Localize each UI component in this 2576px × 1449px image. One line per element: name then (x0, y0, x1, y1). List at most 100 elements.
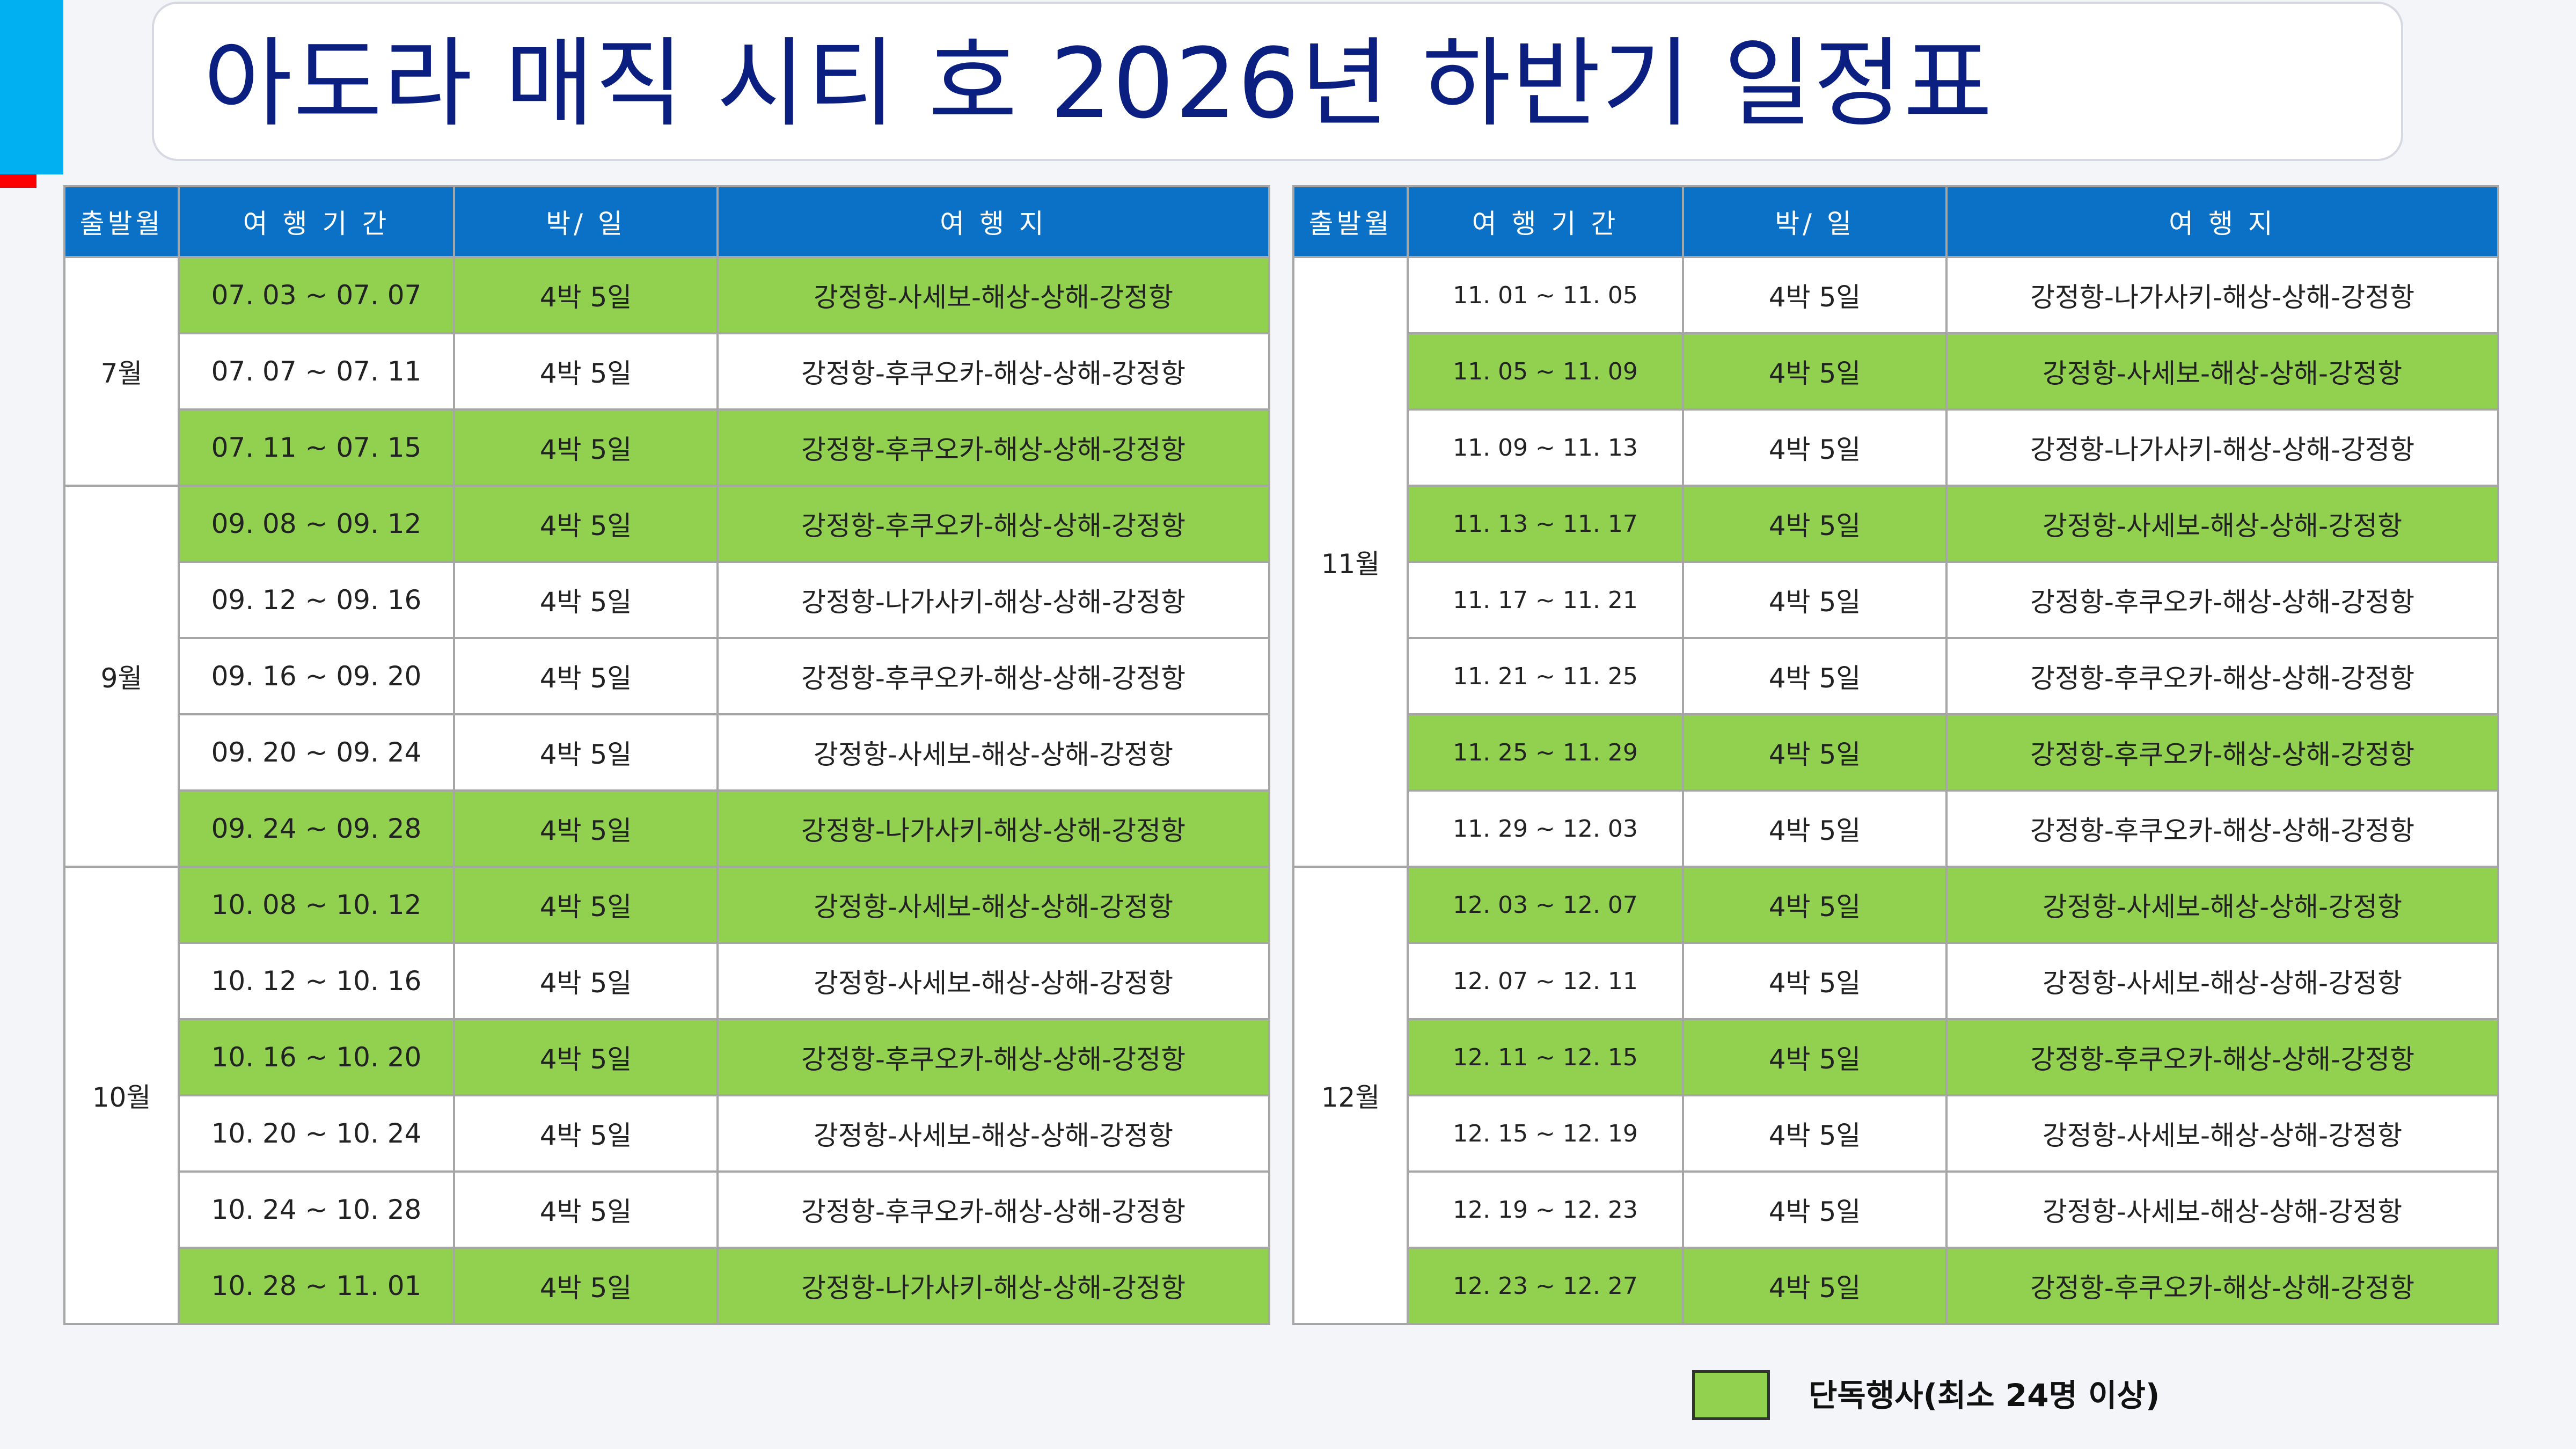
period-cell: 09. 12 ~ 09. 16 (178, 561, 455, 639)
table-row: 10. 24 ~ 10. 28 4박 5일 강정항-후쿠오카-해상-상해-강정항 (64, 1170, 1270, 1249)
nights-cell: 4박 5일 (1682, 1170, 1948, 1249)
nights-cell: 4박 5일 (1682, 713, 1948, 792)
nights-cell: 4박 5일 (1682, 1018, 1948, 1096)
table-row: 09. 12 ~ 09. 16 4박 5일 강정항-나가사키-해상-상해-강정항 (64, 561, 1270, 639)
period-cell: 10. 12 ~ 10. 16 (178, 942, 455, 1020)
header-period: 여 행 기 간 (1407, 185, 1684, 258)
nights-cell: 4박 5일 (1682, 561, 1948, 639)
itinerary-cell: 강정항-후쿠오카-해상-상해-강정항 (1945, 713, 2499, 792)
table-row: 10. 16 ~ 10. 20 4박 5일 강정항-후쿠오카-해상-상해-강정항 (64, 1018, 1270, 1096)
header-row: 출발월 여 행 기 간 박/ 일 여 행 지 (63, 185, 1270, 258)
nights-cell: 4박 5일 (453, 1018, 719, 1096)
period-cell: 07. 11 ~ 07. 15 (178, 408, 455, 487)
table-row: 11. 29 ~ 12. 03 4박 5일 강정항-후쿠오카-해상-상해-강정항 (1293, 789, 2499, 868)
itinerary-cell: 강정항-후쿠오카-해상-상해-강정항 (716, 408, 1270, 487)
table-row: 10월 10. 08 ~ 10. 12 4박 5일 강정항-사세보-해상-상해-강정항 (63, 866, 1270, 1325)
period-cell: 11. 13 ~ 11. 17 (1407, 485, 1684, 563)
table-row: 09. 16 ~ 09. 20 4박 5일 강정항-후쿠오카-해상-상해-강정항 (64, 637, 1270, 715)
table-row: 11월 11. 01 ~ 11. 05 4박 5일 강정항-나가사키-해상-상해-강정… (1292, 256, 2499, 868)
nights-cell: 4박 5일 (1682, 942, 1948, 1020)
table-row: 09. 24 ~ 09. 28 4박 5일 강정항-나가사키-해상-상해-강정항 (64, 789, 1270, 868)
itinerary-cell: 강정항-후쿠오카-해상-상해-강정항 (716, 637, 1270, 715)
nights-cell: 4박 5일 (453, 1247, 719, 1325)
period-cell: 11. 29 ~ 12. 03 (1407, 789, 1684, 868)
legend-swatch-green (1692, 1370, 1770, 1420)
itinerary-cell: 강정항-후쿠오카-해상-상해-강정항 (1945, 637, 2499, 715)
nights-cell: 4박 5일 (453, 637, 719, 715)
itinerary-cell: 강정항-후쿠오카-해상-상해-강정항 (1945, 1018, 2499, 1096)
period-cell: 07. 03 ~ 07. 07 (178, 256, 455, 334)
period-cell: 12. 07 ~ 12. 11 (1407, 942, 1684, 1020)
legend-label: 단독행사(최소 24명 이상) (1809, 1377, 2160, 1414)
period-cell: 07. 07 ~ 07. 11 (178, 332, 455, 411)
table-row: 11. 25 ~ 11. 29 4박 5일 강정항-후쿠오카-해상-상해-강정항 (1293, 713, 2499, 792)
nights-cell: 4박 5일 (453, 713, 719, 792)
schedule-table-left: 출발월 여 행 기 간 박/ 일 여 행 지 7월 07. 03 ~ 07. 07… (63, 185, 1270, 1325)
table-row: 11. 17 ~ 11. 21 4박 5일 강정항-후쿠오카-해상-상해-강정항 (1293, 561, 2499, 639)
period-cell: 11. 17 ~ 11. 21 (1407, 561, 1684, 639)
itinerary-cell: 강정항-사세보-해상-상해-강정항 (716, 256, 1270, 334)
header-nights: 박/ 일 (453, 185, 719, 258)
itinerary-cell: 강정항-나가사키-해상-상해-강정항 (716, 561, 1270, 639)
itinerary-cell: 강정항-후쿠오카-해상-상해-강정항 (1945, 789, 2499, 868)
header-row: 출발월 여 행 기 간 박/ 일 여 행 지 (1292, 185, 2499, 258)
nights-cell: 4박 5일 (453, 561, 719, 639)
nights-cell: 4박 5일 (453, 256, 719, 334)
page-title: 아도라 매직 시티 호 2026년 하반기 일정표 (203, 28, 1994, 140)
header-month: 출발월 (63, 185, 180, 258)
itinerary-cell: 강정항-사세보-해상-상해-강정항 (1945, 1170, 2499, 1249)
schedule-table-right: 출발월 여 행 기 간 박/ 일 여 행 지 11월 11. 01 ~ 11. 0… (1292, 185, 2499, 1325)
period-cell: 09. 20 ~ 09. 24 (178, 713, 455, 792)
month-cell: 10월 (63, 866, 180, 1325)
nights-cell: 4박 5일 (1682, 256, 1948, 334)
nights-cell: 4박 5일 (453, 789, 719, 868)
itinerary-cell: 강정항-사세보-해상-상해-강정항 (1945, 332, 2499, 411)
month-cell: 12월 (1292, 866, 1409, 1325)
nights-cell: 4박 5일 (1682, 637, 1948, 715)
period-cell: 11. 05 ~ 11. 09 (1407, 332, 1684, 411)
itinerary-cell: 강정항-후쿠오카-해상-상해-강정항 (716, 1170, 1270, 1249)
table-row: 09. 20 ~ 09. 24 4박 5일 강정항-사세보-해상-상해-강정항 (64, 713, 1270, 792)
month-cell: 7월 (63, 256, 180, 487)
itinerary-cell: 강정항-나가사키-해상-상해-강정항 (716, 789, 1270, 868)
table-row: 10. 12 ~ 10. 16 4박 5일 강정항-사세보-해상-상해-강정항 (64, 942, 1270, 1020)
itinerary-cell: 강정항-후쿠오카-해상-상해-강정항 (716, 1018, 1270, 1096)
period-cell: 09. 08 ~ 09. 12 (178, 485, 455, 563)
nights-cell: 4박 5일 (1682, 1247, 1948, 1325)
itinerary-cell: 강정항-나가사키-해상-상해-강정항 (1945, 256, 2499, 334)
nights-cell: 4박 5일 (1682, 789, 1948, 868)
table-row: 12월 12. 03 ~ 12. 07 4박 5일 강정항-사세보-해상-상해-강정항 (1292, 866, 2499, 1325)
header-nights: 박/ 일 (1682, 185, 1948, 258)
nights-cell: 4박 5일 (453, 942, 719, 1020)
itinerary-cell: 강정항-사세보-해상-상해-강정항 (716, 866, 1270, 944)
period-cell: 11. 25 ~ 11. 29 (1407, 713, 1684, 792)
table-row: 12. 15 ~ 12. 19 4박 5일 강정항-사세보-해상-상해-강정항 (1293, 1094, 2499, 1173)
period-cell: 12. 11 ~ 12. 15 (1407, 1018, 1684, 1096)
itinerary-cell: 강정항-후쿠오카-해상-상해-강정항 (1945, 561, 2499, 639)
period-cell: 12. 23 ~ 12. 27 (1407, 1247, 1684, 1325)
itinerary-cell: 강정항-사세보-해상-상해-강정항 (1945, 485, 2499, 563)
itinerary-cell: 강정항-사세보-해상-상해-강정항 (716, 942, 1270, 1020)
period-cell: 11. 21 ~ 11. 25 (1407, 637, 1684, 715)
itinerary-cell: 강정항-나가사키-해상-상해-강정항 (716, 1247, 1270, 1325)
table-row: 7월 07. 03 ~ 07. 07 4박 5일 강정항-사세보-해상-상해-강정항 (63, 256, 1270, 487)
nights-cell: 4박 5일 (453, 1170, 719, 1249)
table-row: 07. 07 ~ 07. 11 4박 5일 강정항-후쿠오카-해상-상해-강정항 (64, 332, 1270, 411)
nights-cell: 4박 5일 (453, 408, 719, 487)
period-cell: 12. 19 ~ 12. 23 (1407, 1170, 1684, 1249)
accent-bar-blue (0, 0, 63, 174)
nights-cell: 4박 5일 (453, 332, 719, 411)
itinerary-cell: 강정항-사세보-해상-상해-강정항 (1945, 866, 2499, 944)
nights-cell: 4박 5일 (1682, 332, 1948, 411)
period-cell: 10. 24 ~ 10. 28 (178, 1170, 455, 1249)
itinerary-cell: 강정항-사세보-해상-상해-강정항 (716, 1094, 1270, 1173)
table-row: 10. 28 ~ 11. 01 4박 5일 강정항-나가사키-해상-상해-강정항 (64, 1247, 1270, 1325)
period-cell: 12. 03 ~ 12. 07 (1407, 866, 1684, 944)
period-cell: 10. 16 ~ 10. 20 (178, 1018, 455, 1096)
itinerary-cell: 강정항-후쿠오카-해상-상해-강정항 (716, 485, 1270, 563)
table-row: 12. 07 ~ 12. 11 4박 5일 강정항-사세보-해상-상해-강정항 (1293, 942, 2499, 1020)
table-row: 12. 11 ~ 12. 15 4박 5일 강정항-후쿠오카-해상-상해-강정항 (1293, 1018, 2499, 1096)
header-itinerary: 여 행 지 (716, 185, 1270, 258)
header-period: 여 행 기 간 (178, 185, 455, 258)
nights-cell: 4박 5일 (1682, 866, 1948, 944)
